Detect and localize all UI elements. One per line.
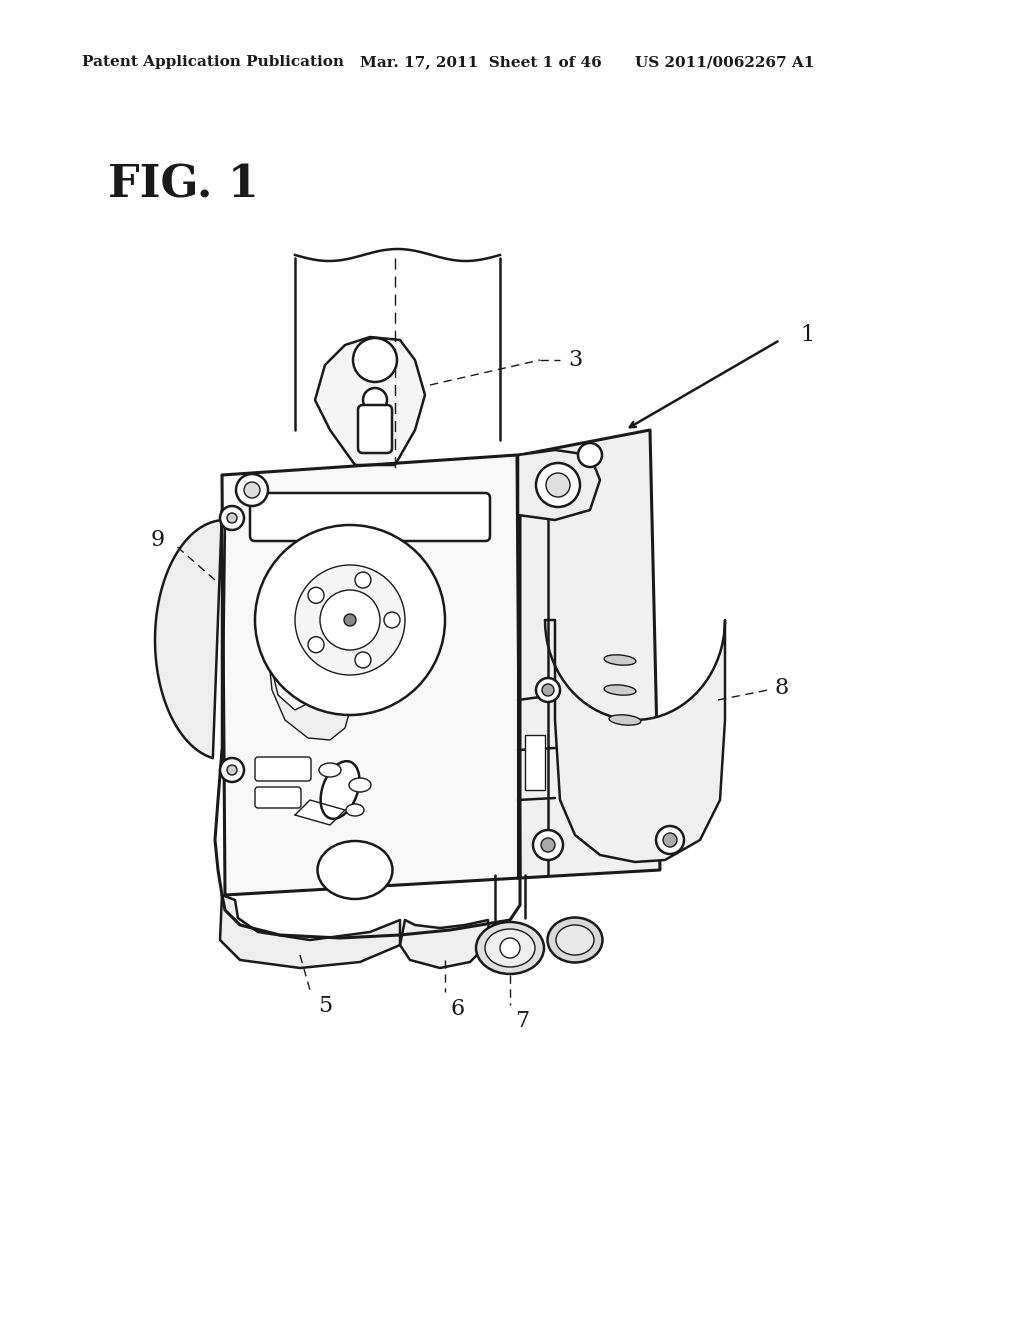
Circle shape [344, 614, 356, 626]
Circle shape [384, 612, 400, 628]
Circle shape [227, 766, 237, 775]
Circle shape [353, 338, 397, 381]
Text: Mar. 17, 2011  Sheet 1 of 46: Mar. 17, 2011 Sheet 1 of 46 [360, 55, 602, 69]
Circle shape [319, 590, 380, 649]
Circle shape [536, 463, 580, 507]
Polygon shape [295, 800, 345, 825]
Bar [525, 735, 545, 789]
Text: FIG. 1: FIG. 1 [108, 164, 259, 206]
Polygon shape [400, 920, 490, 968]
Text: 3: 3 [568, 348, 583, 371]
Ellipse shape [319, 763, 341, 777]
Text: 1: 1 [800, 323, 814, 346]
Circle shape [663, 833, 677, 847]
Circle shape [244, 482, 260, 498]
Polygon shape [220, 895, 400, 968]
Ellipse shape [604, 685, 636, 696]
Text: US 2011/0062267 A1: US 2011/0062267 A1 [635, 55, 814, 69]
Circle shape [656, 826, 684, 854]
FancyBboxPatch shape [358, 405, 392, 453]
Polygon shape [155, 510, 225, 770]
Polygon shape [518, 450, 600, 520]
Ellipse shape [485, 929, 535, 968]
Circle shape [220, 506, 244, 531]
Text: 5: 5 [318, 995, 332, 1016]
Circle shape [355, 652, 371, 668]
FancyBboxPatch shape [255, 756, 311, 781]
Ellipse shape [548, 917, 602, 962]
Ellipse shape [604, 655, 636, 665]
Ellipse shape [349, 777, 371, 792]
Circle shape [536, 678, 560, 702]
Circle shape [362, 388, 387, 412]
Ellipse shape [317, 841, 392, 899]
Circle shape [542, 684, 554, 696]
Circle shape [308, 636, 324, 652]
Circle shape [255, 525, 445, 715]
Ellipse shape [346, 804, 364, 816]
Circle shape [308, 587, 324, 603]
Ellipse shape [609, 715, 641, 725]
Ellipse shape [321, 762, 359, 818]
Ellipse shape [476, 921, 544, 974]
Polygon shape [545, 620, 725, 862]
Polygon shape [268, 649, 350, 741]
Ellipse shape [556, 925, 594, 954]
Circle shape [546, 473, 570, 498]
Circle shape [500, 939, 520, 958]
Text: 6: 6 [450, 998, 464, 1020]
Circle shape [220, 758, 244, 781]
Circle shape [578, 444, 602, 467]
Circle shape [541, 838, 555, 851]
Circle shape [236, 474, 268, 506]
Text: 9: 9 [151, 529, 165, 550]
Circle shape [534, 830, 563, 861]
Polygon shape [222, 455, 520, 895]
Circle shape [295, 565, 406, 675]
Circle shape [355, 572, 371, 587]
Circle shape [227, 513, 237, 523]
Text: 8: 8 [775, 677, 790, 700]
FancyBboxPatch shape [255, 787, 301, 808]
FancyBboxPatch shape [250, 492, 490, 541]
Text: 7: 7 [515, 1010, 529, 1032]
Polygon shape [520, 430, 660, 878]
Text: Patent Application Publication: Patent Application Publication [82, 55, 344, 69]
Polygon shape [315, 337, 425, 465]
